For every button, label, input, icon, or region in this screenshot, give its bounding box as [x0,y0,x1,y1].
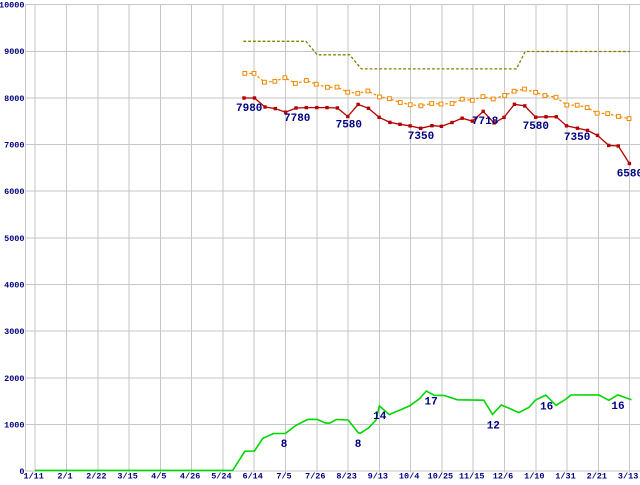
svg-text:12/6: 12/6 [493,471,513,480]
svg-text:6580: 6580 [617,168,640,180]
svg-text:4/26: 4/26 [180,471,200,480]
svg-text:9000: 9000 [4,47,24,57]
svg-text:1/11: 1/11 [23,471,43,480]
svg-text:12: 12 [487,421,500,433]
svg-text:14: 14 [373,411,387,423]
svg-text:7350: 7350 [564,132,590,144]
svg-text:10000: 10000 [0,1,25,11]
svg-text:6000: 6000 [4,187,24,197]
svg-text:7350: 7350 [408,131,434,143]
svg-text:8000: 8000 [4,94,24,104]
svg-text:1/31: 1/31 [555,471,575,480]
svg-text:9/13: 9/13 [368,471,388,480]
svg-text:3000: 3000 [4,327,24,337]
svg-text:8: 8 [355,439,362,451]
svg-text:5000: 5000 [4,234,24,244]
svg-text:17: 17 [425,397,438,409]
svg-text:10/25: 10/25 [428,471,454,480]
svg-text:10/4: 10/4 [399,471,419,480]
svg-text:4/5: 4/5 [151,471,166,480]
svg-text:0: 0 [19,467,24,477]
svg-text:1/10: 1/10 [524,471,544,480]
svg-text:7000: 7000 [4,141,24,151]
svg-text:5/24: 5/24 [211,471,231,480]
svg-text:7/5: 7/5 [276,471,291,480]
svg-text:2000: 2000 [4,374,24,384]
svg-text:4000: 4000 [4,281,24,291]
svg-text:7780: 7780 [284,113,310,125]
svg-text:8: 8 [281,439,288,451]
svg-text:8/23: 8/23 [336,471,356,480]
svg-text:7580: 7580 [336,119,362,131]
svg-text:2/1: 2/1 [57,471,72,480]
svg-text:16: 16 [540,402,553,414]
svg-text:3/13: 3/13 [618,471,638,480]
svg-text:16: 16 [611,401,624,413]
svg-text:1000: 1000 [4,420,24,430]
svg-text:11/15: 11/15 [459,471,485,480]
svg-text:2/22: 2/22 [86,471,106,480]
svg-text:6/14: 6/14 [242,471,262,480]
svg-text:7580: 7580 [523,121,549,133]
svg-text:7718: 7718 [472,116,499,128]
svg-text:3/15: 3/15 [117,471,137,480]
svg-text:7980: 7980 [236,103,262,115]
svg-text:2/21: 2/21 [587,471,607,480]
svg-text:7/26: 7/26 [305,471,325,480]
